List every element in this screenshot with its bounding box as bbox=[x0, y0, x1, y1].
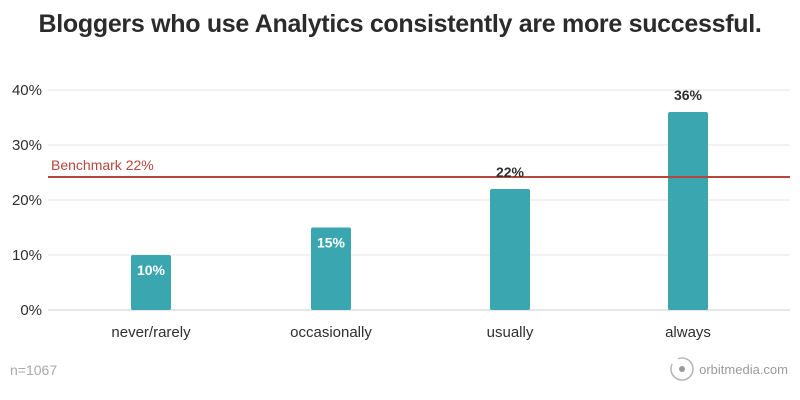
data-label: 10% bbox=[137, 262, 166, 278]
x-tick-label: always bbox=[665, 324, 711, 341]
bar-occasionally bbox=[311, 227, 351, 310]
bar-always bbox=[668, 112, 708, 310]
x-axis-ticks: never/rarely occasionally usually always bbox=[111, 324, 711, 341]
y-tick-label: 20% bbox=[12, 192, 42, 209]
bars bbox=[131, 112, 708, 310]
data-label: 22% bbox=[496, 164, 525, 180]
data-label: 15% bbox=[317, 235, 346, 251]
data-labels: 10% 15% 22% 36% bbox=[137, 87, 703, 278]
y-tick-label: 0% bbox=[20, 302, 42, 319]
bar-usually bbox=[490, 189, 530, 310]
y-tick-label: 40% bbox=[12, 82, 42, 99]
gridlines bbox=[48, 89, 790, 311]
x-tick-label: never/rarely bbox=[111, 324, 191, 341]
sample-size-note: n=1067 bbox=[10, 362, 58, 378]
chart-title: Bloggers who use Analytics consistently … bbox=[38, 10, 762, 38]
orbit-logo-icon bbox=[670, 357, 694, 381]
benchmark-label: Benchmark 22% bbox=[51, 157, 154, 173]
y-tick-label: 10% bbox=[12, 247, 42, 264]
y-tick-label: 30% bbox=[12, 137, 42, 154]
data-label: 36% bbox=[674, 87, 703, 103]
brand-mark: orbitmedia.com bbox=[669, 356, 788, 382]
brand-text: orbitmedia.com bbox=[699, 361, 788, 377]
benchmark-layer: Benchmark 22% bbox=[48, 157, 790, 178]
bar-never-rarely bbox=[131, 255, 171, 310]
x-tick-label: occasionally bbox=[290, 324, 372, 341]
y-axis-ticks: 0% 10% 20% 30% 40% bbox=[12, 82, 42, 319]
x-tick-label: usually bbox=[487, 324, 534, 341]
